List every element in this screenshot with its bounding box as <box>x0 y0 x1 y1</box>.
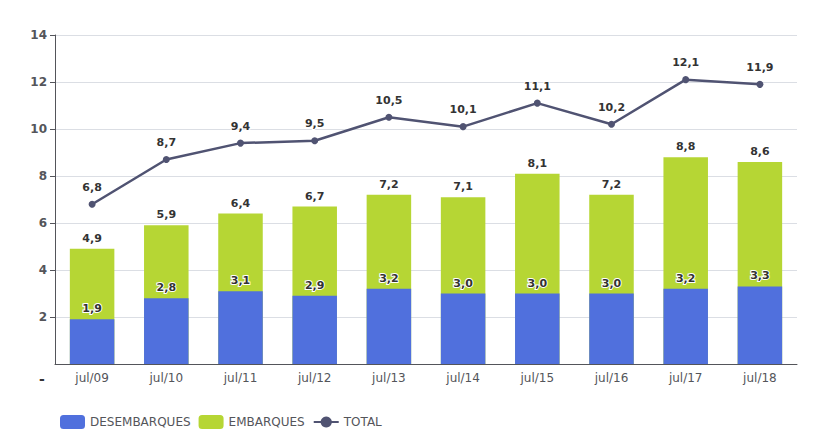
svg-text:jul/18: jul/18 <box>742 371 777 385</box>
svg-text:10,1: 10,1 <box>450 103 477 116</box>
svg-text:6: 6 <box>39 216 47 230</box>
svg-text:jul/12: jul/12 <box>297 371 332 385</box>
svg-text:jul/09: jul/09 <box>74 371 109 385</box>
svg-text:3,2: 3,2 <box>379 272 399 285</box>
svg-text:8: 8 <box>39 169 47 183</box>
svg-text:7,1: 7,1 <box>453 180 473 193</box>
svg-text:6,4: 6,4 <box>231 197 251 210</box>
svg-text:3,0: 3,0 <box>528 277 548 290</box>
svg-text:6,7: 6,7 <box>305 190 325 203</box>
svg-text:8,8: 8,8 <box>676 140 696 153</box>
svg-text:10: 10 <box>30 122 47 136</box>
svg-text:8,7: 8,7 <box>157 136 177 149</box>
svg-text:DESEMBARQUES: DESEMBARQUES <box>90 415 191 429</box>
svg-text:jul/17: jul/17 <box>668 371 703 385</box>
svg-text:-: - <box>39 371 45 387</box>
svg-text:4: 4 <box>39 263 47 277</box>
svg-text:9,5: 9,5 <box>305 117 325 130</box>
svg-text:3,1: 3,1 <box>231 274 251 287</box>
svg-text:10,5: 10,5 <box>375 94 402 107</box>
svg-text:2,9: 2,9 <box>305 279 325 292</box>
svg-text:TOTAL: TOTAL <box>343 415 382 429</box>
svg-text:2: 2 <box>39 310 47 324</box>
svg-text:11,9: 11,9 <box>746 61 773 74</box>
svg-text:2,8: 2,8 <box>157 281 177 294</box>
svg-text:jul/14: jul/14 <box>445 371 480 385</box>
svg-text:12: 12 <box>30 75 47 89</box>
svg-text:EMBARQUES: EMBARQUES <box>229 415 305 429</box>
svg-text:jul/15: jul/15 <box>520 371 555 385</box>
svg-text:14: 14 <box>30 28 47 42</box>
svg-text:jul/11: jul/11 <box>223 371 258 385</box>
svg-text:3,2: 3,2 <box>676 272 696 285</box>
svg-text:8,1: 8,1 <box>528 157 548 170</box>
svg-text:1,9: 1,9 <box>82 302 102 315</box>
svg-text:10,2: 10,2 <box>598 101 625 114</box>
svg-text:7,2: 7,2 <box>379 178 399 191</box>
svg-text:12,1: 12,1 <box>672 56 699 69</box>
svg-text:3,0: 3,0 <box>453 277 473 290</box>
svg-text:jul/10: jul/10 <box>149 371 184 385</box>
svg-text:11,1: 11,1 <box>524 80 551 93</box>
svg-text:3,3: 3,3 <box>750 269 770 282</box>
svg-text:4,9: 4,9 <box>82 232 102 245</box>
svg-text:7,2: 7,2 <box>602 178 622 191</box>
svg-text:jul/16: jul/16 <box>594 371 629 385</box>
svg-text:jul/13: jul/13 <box>371 371 406 385</box>
svg-text:8,6: 8,6 <box>750 145 770 158</box>
svg-text:3,0: 3,0 <box>602 277 622 290</box>
svg-text:6,8: 6,8 <box>82 181 102 194</box>
svg-text:9,4: 9,4 <box>231 120 251 133</box>
svg-text:5,9: 5,9 <box>157 208 177 221</box>
